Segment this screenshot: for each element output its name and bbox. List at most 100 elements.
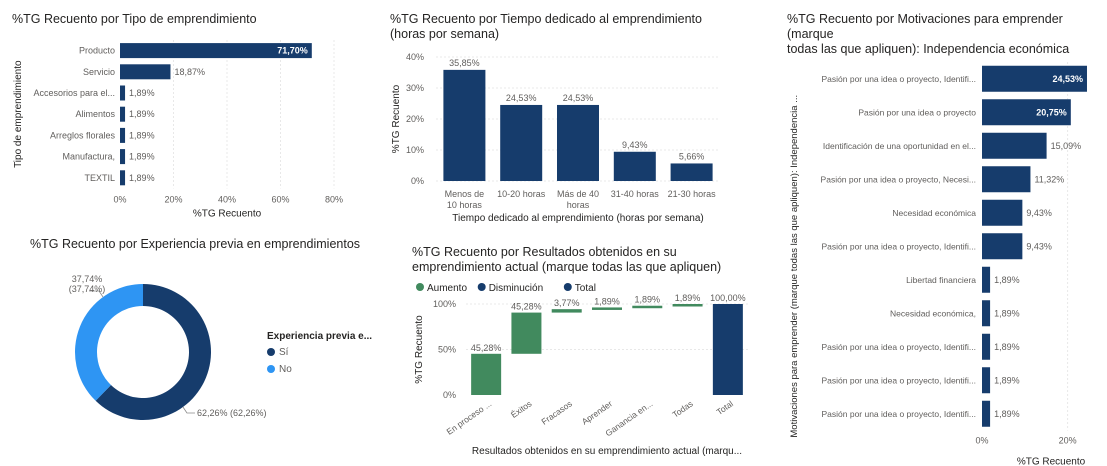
category-label: Pasión por una idea o proyecto, Identifi… bbox=[821, 342, 976, 352]
legend-label[interactable]: Sí bbox=[279, 347, 289, 358]
x-tick-label: 20% bbox=[164, 194, 182, 204]
category-label: Identificación de una oportunidad en el.… bbox=[823, 141, 976, 151]
x-tick-label: 40% bbox=[218, 194, 236, 204]
y-tick-label: 10% bbox=[406, 145, 424, 155]
donut-slice[interactable] bbox=[95, 284, 212, 420]
category-label: Libertad financiera bbox=[906, 275, 976, 285]
chart-title-resultados: %TG Recuento por Resultados obtenidos en… bbox=[412, 245, 721, 275]
bar[interactable] bbox=[982, 300, 991, 327]
bar[interactable] bbox=[670, 163, 713, 181]
category-label: Aprender bbox=[580, 398, 615, 426]
panel-motivaciones[interactable]: %TG Recuento por Motivaciones para empre… bbox=[787, 12, 1102, 466]
chart-title-motivaciones-line-1: %TG Recuento por Motivaciones para empre… bbox=[787, 12, 1063, 41]
category-label: Pasión por una idea o proyecto, Necesi..… bbox=[821, 174, 976, 184]
bar[interactable] bbox=[500, 104, 543, 181]
data-label: 45,28% bbox=[471, 343, 502, 353]
data-label: 1,89% bbox=[594, 296, 620, 306]
panel-resultados[interactable]: %TG Recuento por Resultados obtenidos en… bbox=[412, 245, 772, 466]
bar[interactable] bbox=[120, 106, 126, 122]
category-label: Alimentos bbox=[75, 109, 115, 119]
category-label: Necesidad económica, bbox=[890, 308, 976, 318]
y-axis-title: Motivaciones para emprender (marque toda… bbox=[789, 95, 800, 438]
data-label: 1,89% bbox=[994, 275, 1020, 285]
category-label: 21-30 horas bbox=[668, 189, 717, 199]
bar[interactable] bbox=[982, 333, 991, 360]
category-label: Más de 40 bbox=[557, 189, 599, 199]
data-label: 1,89% bbox=[994, 308, 1020, 318]
legend-marker[interactable] bbox=[416, 283, 424, 291]
chart-title-tiempo-line-2: (horas por semana) bbox=[390, 27, 500, 41]
legend-label[interactable]: No bbox=[279, 364, 292, 375]
bar[interactable] bbox=[557, 104, 599, 181]
data-label: 1,89% bbox=[129, 173, 155, 183]
category-label: Servicio bbox=[83, 67, 115, 77]
x-tick-label: 60% bbox=[271, 194, 289, 204]
bar[interactable] bbox=[632, 305, 663, 309]
chart-title-resultados-line-2: emprendimiento actual (marque todas las … bbox=[412, 260, 722, 274]
category-label: Pasión por una idea o proyecto, Identifi… bbox=[821, 409, 976, 419]
bar[interactable] bbox=[982, 132, 1047, 159]
bar[interactable] bbox=[592, 307, 622, 310]
category-label: 10 horas bbox=[447, 200, 483, 210]
bar[interactable] bbox=[982, 199, 1023, 226]
legend-marker[interactable] bbox=[477, 283, 486, 291]
bar[interactable] bbox=[120, 43, 312, 59]
data-label: 100,00% bbox=[710, 293, 746, 303]
bar[interactable] bbox=[120, 170, 126, 186]
bar[interactable] bbox=[982, 99, 1071, 126]
bar[interactable] bbox=[982, 266, 991, 293]
panel-experiencia-previa[interactable]: %TG Recuento por Experiencia previa en e… bbox=[30, 237, 380, 466]
chart-experiencia-previa: 62,26% (62,26%) 37,74%(37,74%) Experiencia… bbox=[69, 274, 372, 420]
panel-tipo-emprendimiento[interactable]: %TG Recuento por Tipo de emprendimiento … bbox=[12, 12, 372, 227]
bar[interactable] bbox=[511, 312, 542, 354]
bar[interactable] bbox=[120, 85, 126, 101]
data-label: 18,87% bbox=[174, 67, 205, 77]
bar[interactable] bbox=[982, 166, 1031, 193]
bar[interactable] bbox=[551, 309, 582, 313]
bar[interactable] bbox=[982, 400, 991, 427]
category-label: Pasión por una idea o proyecto, Identifi… bbox=[821, 375, 976, 385]
legend-title: Experiencia previa e... bbox=[267, 331, 372, 342]
slice-label: (37,74%) bbox=[69, 284, 106, 294]
x-tick-label: 80% bbox=[325, 194, 343, 204]
bar[interactable] bbox=[120, 127, 126, 143]
y-tick-label: 20% bbox=[406, 114, 424, 124]
data-label: 45,28% bbox=[511, 302, 542, 312]
chart-title-motivaciones: %TG Recuento por Motivaciones para empre… bbox=[787, 12, 1102, 57]
bar[interactable] bbox=[120, 64, 171, 80]
legend-label[interactable]: Total bbox=[575, 283, 596, 294]
legend-marker[interactable] bbox=[267, 348, 275, 356]
bar[interactable] bbox=[712, 304, 743, 395]
bar[interactable] bbox=[982, 65, 1087, 92]
category-label: Necesidad económica bbox=[892, 208, 976, 218]
bar[interactable] bbox=[471, 353, 502, 395]
category-label: TEXTIL bbox=[84, 173, 115, 183]
bar[interactable] bbox=[982, 367, 991, 394]
data-label: 5,66% bbox=[679, 151, 705, 161]
bar[interactable] bbox=[613, 151, 656, 181]
bar[interactable] bbox=[443, 69, 486, 181]
y-tick-label: 0% bbox=[443, 390, 456, 400]
donut-slice[interactable] bbox=[75, 284, 143, 401]
leader-line bbox=[182, 406, 195, 414]
data-label: 71,70% bbox=[277, 46, 308, 56]
legend-marker[interactable] bbox=[563, 283, 572, 291]
legend-label[interactable]: Aumento bbox=[427, 283, 467, 294]
bar[interactable] bbox=[982, 233, 1023, 260]
bar[interactable] bbox=[672, 304, 703, 307]
chart-title-tiempo-line-1: %TG Recuento por Tiempo dedicado al empr… bbox=[390, 12, 702, 26]
x-axis-title: Resultados obtenidos en su emprendimient… bbox=[472, 446, 742, 457]
category-label: 10-20 horas bbox=[497, 189, 546, 199]
category-label: Manufactura, bbox=[62, 152, 115, 162]
x-tick-label: 20% bbox=[1059, 436, 1077, 446]
category-label: 31-40 horas bbox=[611, 189, 660, 199]
data-label: 9,43% bbox=[1026, 241, 1052, 251]
bar[interactable] bbox=[120, 149, 126, 165]
x-tick-label: 0% bbox=[113, 194, 126, 204]
legend-marker[interactable] bbox=[267, 365, 275, 373]
category-label: Fracasos bbox=[539, 398, 573, 426]
x-axis-title: %TG Recuento bbox=[1017, 457, 1086, 466]
data-label: 9,43% bbox=[622, 140, 648, 150]
panel-tiempo-dedicado[interactable]: %TG Recuento por Tiempo dedicado al empr… bbox=[390, 12, 740, 227]
legend-label[interactable]: Disminución bbox=[489, 283, 543, 294]
